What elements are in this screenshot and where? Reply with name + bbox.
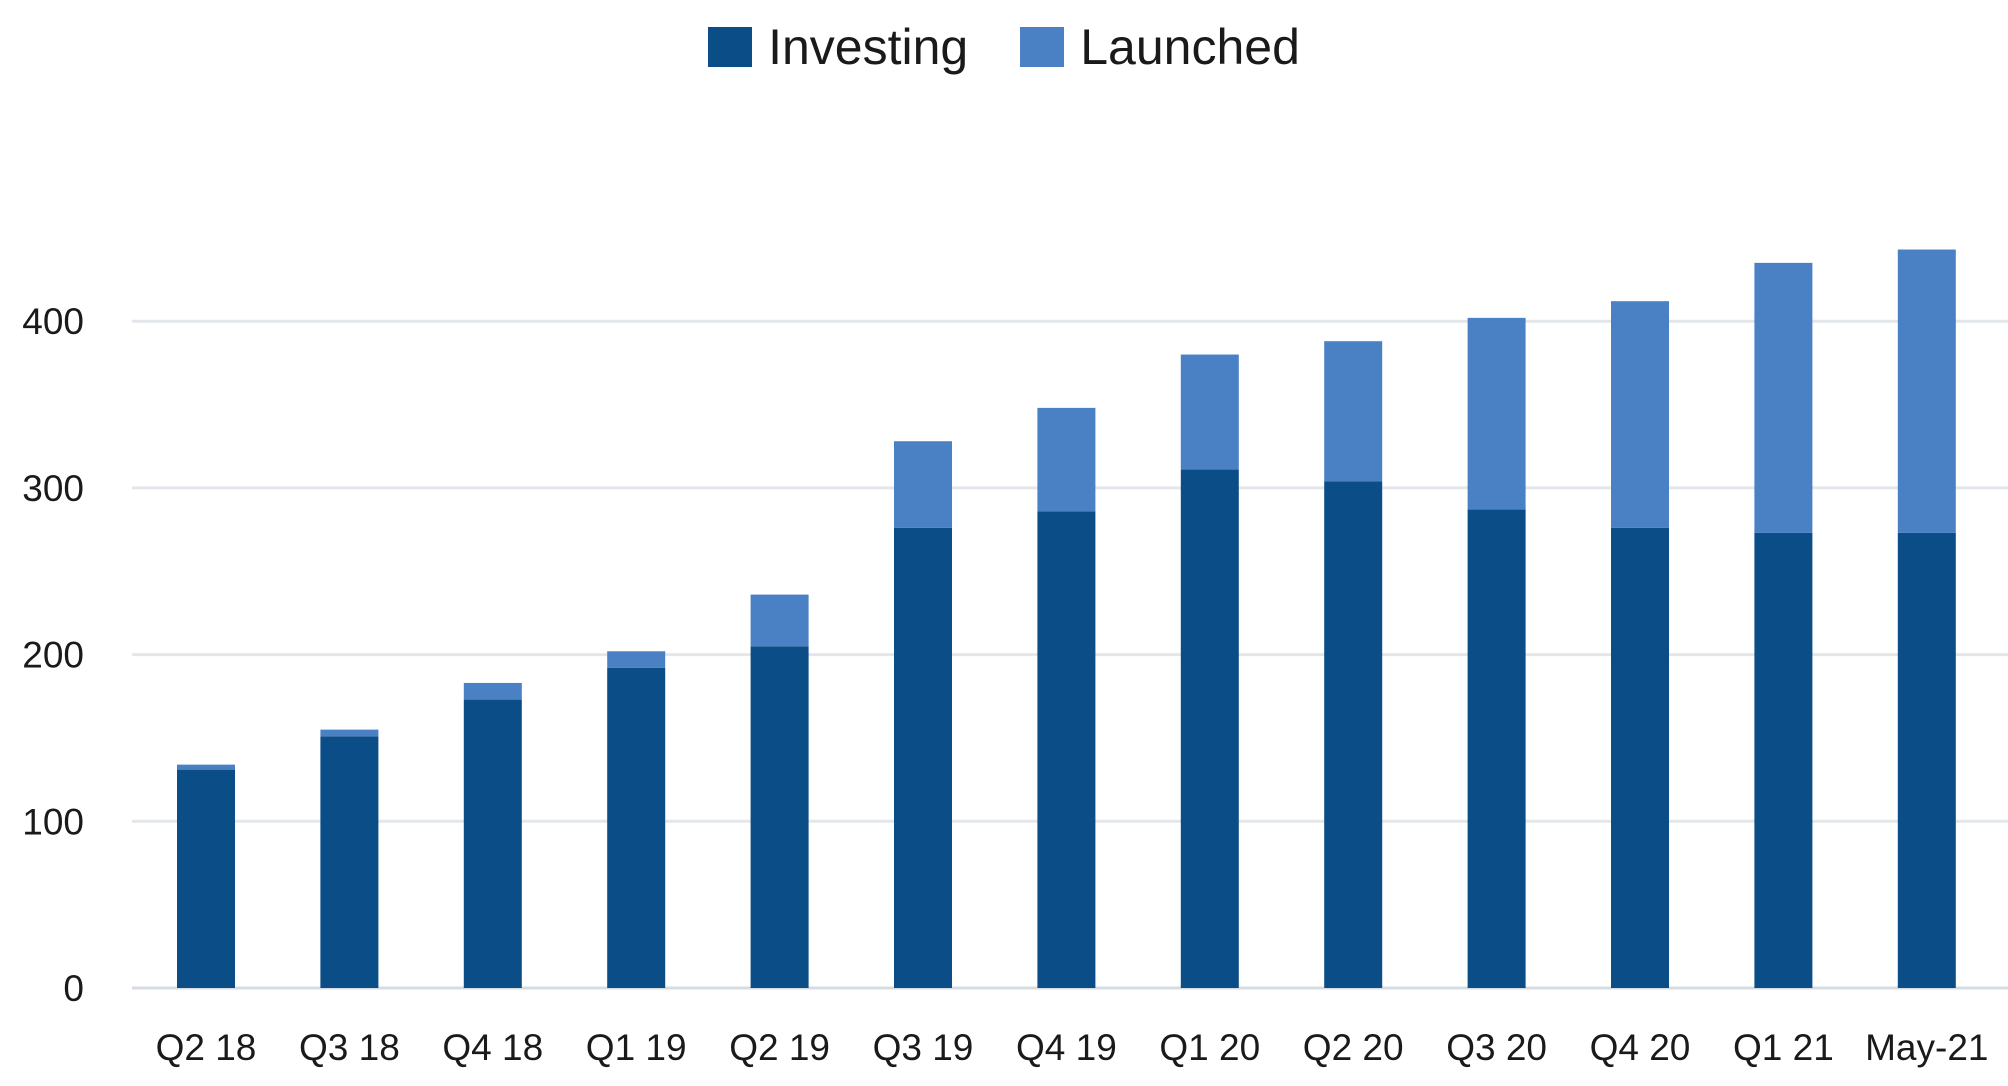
legend-label-launched: Launched: [1080, 19, 1300, 75]
bar-launched-3: [607, 651, 666, 668]
bar-launched-6: [1037, 407, 1096, 512]
x-tick-label-4: Q2 19: [729, 1027, 830, 1068]
legend-label-investing: Investing: [768, 19, 969, 75]
legend-item-investing: Investing: [708, 18, 968, 76]
x-tick-label-0: Q2 18: [156, 1027, 257, 1068]
y-tick-label-0: 0: [63, 968, 84, 1009]
bar-investing-3: [607, 667, 666, 988]
bar-investing-9: [1467, 509, 1526, 988]
bar-investing-6: [1037, 511, 1096, 988]
bar-investing-1: [320, 736, 379, 988]
bar-launched-8: [1324, 341, 1383, 482]
x-tick-label-3: Q1 19: [586, 1027, 687, 1068]
y-tick-label-100: 100: [22, 801, 84, 842]
legend-swatch-launched: [1020, 27, 1065, 67]
x-tick-label-5: Q3 19: [873, 1027, 974, 1068]
bar-launched-10: [1611, 301, 1669, 528]
legend: Investing Launched: [0, 18, 2008, 76]
bar-investing-7: [1180, 469, 1239, 988]
x-tick-label-7: Q1 20: [1159, 1027, 1260, 1068]
x-tick-label-9: Q3 20: [1446, 1027, 1547, 1068]
x-tick-label-6: Q4 19: [1016, 1027, 1117, 1068]
x-tick-label-10: Q4 20: [1590, 1027, 1691, 1068]
y-tick-label-300: 300: [22, 468, 84, 509]
y-tick-label-400: 400: [22, 301, 84, 342]
x-tick-label-1: Q3 18: [299, 1027, 400, 1068]
bar-investing-12: [1897, 532, 1956, 988]
bar-investing-5: [894, 527, 952, 988]
x-tick-label-11: Q1 21: [1733, 1027, 1834, 1068]
legend-item-launched: Launched: [1020, 18, 1300, 76]
y-tick-label-200: 200: [22, 635, 84, 676]
bar-launched-11: [1754, 262, 1813, 533]
x-tick-label-12: May-21: [1865, 1027, 1988, 1068]
bar-investing-2: [463, 699, 522, 988]
legend-swatch-investing: [708, 27, 753, 67]
bar-launched-7: [1180, 354, 1239, 470]
bar-investing-4: [750, 646, 809, 988]
x-tick-label-2: Q4 18: [442, 1027, 543, 1068]
bar-launched-0: [177, 764, 235, 770]
bars: [177, 249, 1956, 988]
bar-launched-5: [894, 441, 952, 528]
bar-investing-0: [177, 769, 235, 988]
bar-investing-8: [1324, 481, 1383, 988]
bar-launched-2: [463, 682, 522, 700]
bar-launched-12: [1897, 249, 1956, 533]
bar-launched-4: [750, 594, 809, 647]
bar-investing-11: [1754, 532, 1813, 988]
x-tick-label-8: Q2 20: [1303, 1027, 1404, 1068]
axes: 0 100 200 300 400 Q2 18 Q3 18 Q4 18 Q1 19 Q2 19 Q3…: [22, 301, 1988, 1068]
bar-investing-10: [1611, 527, 1669, 988]
bar-launched-1: [320, 729, 379, 737]
bar-launched-9: [1467, 317, 1526, 510]
